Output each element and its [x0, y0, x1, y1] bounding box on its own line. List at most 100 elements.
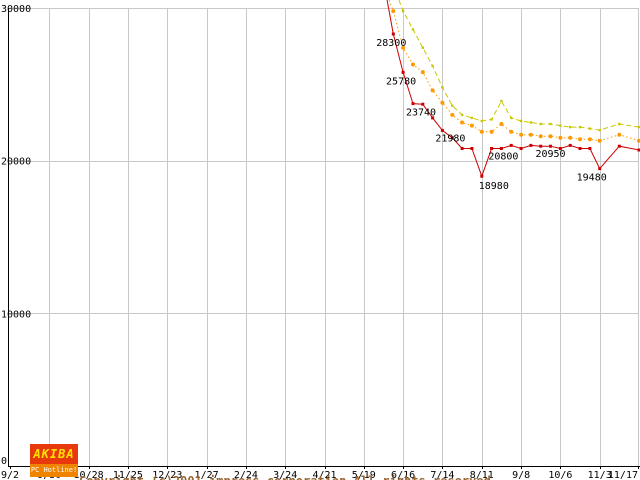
x-axis-label: 11/3 — [588, 470, 612, 480]
x-axis-label: 10/6 — [548, 470, 572, 480]
yellow-dashed-marker — [510, 116, 513, 120]
x-axis-label: 2/24 — [234, 470, 258, 480]
orange-dotted-marker — [411, 62, 415, 67]
orange-dotted-marker — [578, 137, 582, 142]
orange-dotted-marker — [558, 135, 563, 140]
point-label: 18980 — [479, 181, 509, 192]
red-solid-marker — [578, 147, 582, 150]
yellow-dashed-marker — [529, 121, 533, 124]
x-axis-label: 10/28 — [74, 470, 104, 480]
yellow-dashed-marker — [431, 64, 434, 68]
akiba-logo: AKIBA PC Hotline! — [30, 444, 78, 477]
yellow-dashed-marker — [451, 104, 454, 107]
yellow-dashed-marker — [490, 118, 493, 121]
yellow-dashed-marker — [500, 99, 503, 103]
red-solid-marker — [411, 102, 415, 106]
x-axis-label: 11/25 — [113, 470, 143, 480]
red-solid-marker — [539, 144, 543, 148]
orange-dotted-marker — [450, 112, 455, 117]
yellow-dashed-marker — [460, 113, 464, 117]
y-axis-label: 10000 — [1, 309, 31, 320]
yellow-dashed-marker — [569, 125, 572, 129]
point-label: 23740 — [406, 108, 436, 119]
point-label: 28300 — [376, 38, 406, 49]
yellow-dashed-marker — [549, 122, 552, 126]
red-solid-marker — [509, 143, 513, 147]
orange-dotted-marker — [401, 45, 406, 50]
red-solid-marker — [391, 32, 395, 36]
yellow-dashed-marker — [578, 125, 582, 129]
series-yellow-dashed — [398, 0, 640, 132]
copyright-text: Copyright (c)2001 impress corporation Al… — [79, 473, 498, 480]
red-solid-marker — [549, 144, 552, 148]
red-solid-marker — [480, 174, 484, 178]
x-axis-label: 6/16 — [391, 470, 415, 480]
x-axis-label: 9/2 — [1, 470, 19, 480]
orange-dotted-marker — [509, 129, 514, 134]
pc-hotline-logo-text: PC Hotline! — [30, 464, 78, 477]
red-solid-marker — [431, 116, 435, 120]
orange-dotted-marker — [637, 138, 640, 143]
red-solid-marker — [519, 147, 523, 150]
yellow-dashed-marker — [637, 125, 640, 129]
y-axis-label: 0 — [1, 456, 7, 467]
point-label: 20800 — [488, 152, 518, 163]
series-orange-dotted — [388, 0, 640, 143]
yellow-dashed-marker — [441, 86, 444, 89]
orange-dotted-marker — [617, 132, 622, 137]
point-label: 19480 — [577, 173, 607, 184]
orange-dotted-marker — [420, 70, 425, 75]
yellow-dashed-marker — [401, 9, 405, 13]
orange-dotted-marker — [391, 9, 396, 14]
point-label: 20950 — [535, 149, 565, 160]
red-solid-marker — [529, 143, 533, 147]
orange-dotted-marker — [597, 138, 602, 143]
x-axis-label: 3/24 — [273, 470, 297, 480]
yellow-dashed-marker — [470, 116, 474, 120]
red-solid-marker — [558, 147, 562, 150]
y-axis-label: 30000 — [1, 4, 31, 15]
point-label: 21980 — [435, 133, 465, 144]
x-axis-label: 8/11 — [470, 470, 494, 480]
yellow-dashed-marker — [480, 119, 483, 123]
orange-dotted-marker — [519, 132, 524, 137]
y-axis-labels: 0 10000 20000 30000 — [1, 4, 31, 467]
x-axis-label: 1/27 — [195, 470, 219, 480]
red-solid-marker — [617, 144, 621, 148]
orange-dotted-marker — [548, 134, 553, 139]
yellow-dashed-marker — [588, 127, 592, 130]
orange-dotted-marker — [460, 120, 465, 125]
orange-dotted-marker — [479, 129, 484, 134]
orange-dotted-marker — [430, 88, 435, 93]
orange-dotted-marker — [528, 132, 533, 137]
red-solid-marker — [421, 102, 425, 106]
x-axis-label: 4/21 — [312, 470, 336, 480]
red-solid-marker — [568, 143, 572, 147]
axes — [8, 8, 640, 469]
yellow-dashed-marker — [559, 124, 562, 127]
x-axis-label: 11/17 — [608, 470, 638, 480]
gridlines — [8, 8, 639, 466]
red-solid-marker — [499, 147, 503, 150]
yellow-dashed-marker — [411, 28, 415, 31]
red-solid-marker — [490, 147, 494, 150]
orange-dotted-marker — [568, 135, 573, 140]
x-axis-label: 12/23 — [152, 470, 182, 480]
orange-dotted-marker — [440, 100, 445, 105]
footer: Copyright (c)2001 impress corporation Al… — [79, 441, 498, 480]
red-solid-marker — [440, 128, 444, 132]
orange-dotted-marker — [587, 137, 592, 142]
yellow-dashed-marker — [618, 122, 621, 126]
akiba-logo-text: AKIBA — [33, 447, 75, 461]
orange-dotted-marker — [489, 129, 494, 134]
red-solid-marker — [588, 147, 592, 150]
yellow-dashed-marker — [519, 119, 523, 123]
point-label: 25780 — [386, 76, 416, 87]
y-axis-label: 20000 — [1, 157, 31, 168]
x-axis-label: 9/8 — [512, 470, 530, 480]
red-solid-marker — [598, 167, 602, 171]
red-solid-marker — [470, 147, 474, 150]
series-red-solid — [386, 0, 640, 178]
orange-dotted-marker — [538, 134, 543, 139]
